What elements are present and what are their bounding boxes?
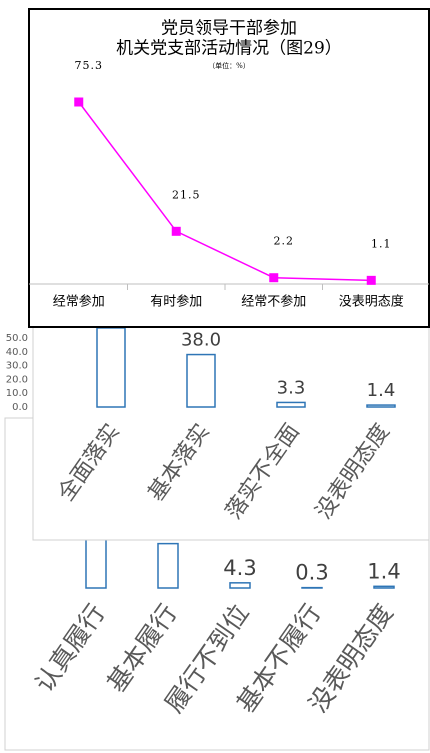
y-tick-label: 30.0: [6, 361, 28, 372]
value-label: 0.3: [295, 561, 328, 585]
unit-label: （单位：%）: [208, 61, 250, 70]
bar: [276, 401, 306, 408]
y-tick-label: 0.0: [12, 402, 28, 413]
value-label: 1.4: [367, 559, 400, 583]
y-tick-label: 10.0: [6, 388, 28, 399]
y-tick-label: 20.0: [6, 374, 28, 385]
point: [366, 275, 376, 285]
chart-frame: [28, 8, 430, 328]
point: [171, 226, 181, 236]
value-label: 38.0: [181, 330, 221, 351]
value-label: 4.3: [223, 556, 256, 580]
bar: [366, 404, 396, 408]
bar: [373, 585, 395, 589]
point: [269, 273, 279, 283]
x-tick-label: 经常不参加: [241, 294, 306, 310]
bar: [229, 582, 251, 589]
x-tick-label: 没表明态度: [339, 294, 404, 310]
line: [78, 101, 372, 282]
point: [74, 97, 84, 107]
value-label: 2.2: [274, 235, 295, 248]
y-tick-label: 40.0: [6, 347, 28, 358]
panel: [32, 299, 430, 541]
x-tick-label: 经常参加: [53, 294, 105, 310]
bar: [157, 542, 179, 589]
chart-subtitle: 机关党支部活动情况（图29）: [116, 39, 342, 59]
chart-title: 党员领导干部参加: [161, 19, 297, 39]
value-label: 21.5: [172, 188, 201, 201]
y-tick-label: 50.0: [6, 333, 28, 344]
bar: [186, 353, 216, 408]
value-label: 75.3: [75, 59, 104, 72]
value-label: 3.3: [277, 377, 306, 398]
value-label: 1.1: [371, 237, 392, 250]
value-label: 1.4: [367, 380, 396, 401]
x-tick-label: 有时参加: [150, 294, 202, 310]
